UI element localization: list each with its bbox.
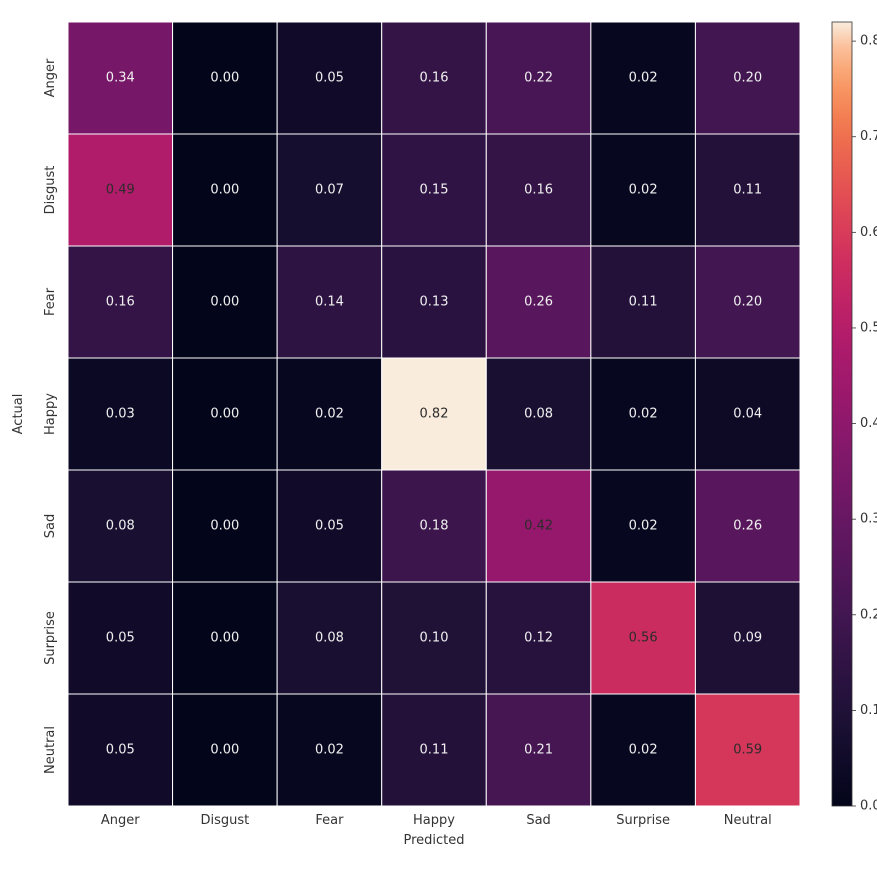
heatmap-cell-value: 0.05 [315,519,344,534]
heatmap-cell-value: 0.11 [629,295,658,310]
heatmap-cell-value: 0.00 [210,743,239,758]
heatmap-cell-value: 0.00 [210,631,239,646]
colorbar-tick-label: 0.3 [860,512,877,527]
x-tick-label: Fear [315,813,344,828]
x-tick-label: Happy [413,813,455,828]
heatmap-cell-value: 0.02 [629,183,658,198]
heatmap-cell-value: 0.00 [210,407,239,422]
x-tick-labels: Anger Disgust Fear Happy Sad Surprise Neutral [101,813,772,828]
heatmap-cell-value: 0.16 [524,183,553,198]
y-tick-label: Sad [43,514,58,538]
y-tick-label: Disgust [43,166,58,215]
heatmap-cell-value: 0.02 [315,407,344,422]
heatmap-cell-value: 0.02 [629,71,658,86]
x-tick-label: Surprise [616,813,670,828]
heatmap-cell-value: 0.00 [210,519,239,534]
colorbar-tick-label: 0.7 [860,129,877,144]
heatmap-cell-value: 0.11 [420,743,449,758]
x-axis-title: Predicted [403,833,464,848]
heatmap-cell-value: 0.26 [733,519,762,534]
heatmap-cell-value: 0.49 [106,183,135,198]
x-tick-label: Neutral [724,813,772,828]
heatmap-cell-value: 0.08 [106,519,135,534]
heatmap-cell-value: 0.15 [420,183,449,198]
y-tick-label: Anger [43,58,58,97]
heatmap-cell-value: 0.02 [315,743,344,758]
heatmap-cell-value: 0.08 [524,407,553,422]
x-tick-label: Disgust [200,813,249,828]
y-axis-title: Actual [11,394,26,435]
heatmap-cell-value: 0.16 [106,295,135,310]
heatmap-cell-value: 0.21 [524,743,553,758]
colorbar-tick-label: 0.4 [860,416,877,431]
y-tick-label: Neutral [43,726,58,774]
heatmap-cell-value: 0.20 [733,71,762,86]
heatmap-cell-value: 0.02 [629,407,658,422]
colorbar-gradient [832,22,852,806]
heatmap-cell-value: 0.42 [524,519,553,534]
heatmap-cell-value: 0.00 [210,71,239,86]
heatmap-cell-value: 0.82 [420,407,449,422]
y-tick-labels: Anger Disgust Fear Happy Sad Surprise Neutral [43,58,58,774]
heatmap-cell-value: 0.56 [629,631,658,646]
heatmap-cell-value: 0.08 [315,631,344,646]
heatmap-cell-value: 0.14 [315,295,344,310]
heatmap-cell-value: 0.12 [524,631,553,646]
heatmap-cell-value: 0.16 [420,71,449,86]
heatmap-cell-value: 0.02 [629,743,658,758]
colorbar-tick-label: 0.6 [860,225,877,240]
colorbar-tick-label: 0.8 [860,34,877,49]
heatmap-cell-value: 0.22 [524,71,553,86]
x-tick-label: Sad [526,813,550,828]
heatmap-cell-value: 0.05 [106,631,135,646]
heatmap-cell-value: 0.00 [210,183,239,198]
heatmap-cell-value: 0.02 [629,519,658,534]
x-tick-label: Anger [101,813,140,828]
heatmap-cell-value: 0.04 [733,407,762,422]
heatmap-cell-value: 0.18 [420,519,449,534]
heatmap-cell-value: 0.07 [315,183,344,198]
y-tick-label: Surprise [43,611,58,665]
heatmap-cell-value: 0.05 [315,71,344,86]
colorbar-tick-label: 0.5 [860,320,877,335]
heatmap-cell-value: 0.05 [106,743,135,758]
colorbar: 0.0 0.1 0.2 0.3 0.4 0.5 0.6 0.7 0.8 [832,22,877,814]
colorbar-tick-label: 0.2 [860,607,877,622]
heatmap-grid: 0.34 0.00 0.05 0.16 0.22 0.02 0.20 0.49 0.00 0.07… [68,22,800,806]
colorbar-tick-label: 0.0 [860,799,877,814]
colorbar-tick-label: 0.1 [860,703,877,718]
heatmap-cell-value: 0.00 [210,295,239,310]
heatmap-cell-value: 0.03 [106,407,135,422]
y-tick-label: Happy [43,393,58,435]
heatmap-cell-value: 0.34 [106,71,135,86]
y-tick-label: Fear [43,287,58,316]
heatmap-cell-value: 0.26 [524,295,553,310]
heatmap-cell-value: 0.11 [733,183,762,198]
heatmap-cell-value: 0.20 [733,295,762,310]
heatmap-cell-value: 0.59 [733,743,762,758]
heatmap-cell-value: 0.09 [733,631,762,646]
heatmap-cell-value: 0.10 [420,631,449,646]
heatmap-cell-value: 0.13 [420,295,449,310]
